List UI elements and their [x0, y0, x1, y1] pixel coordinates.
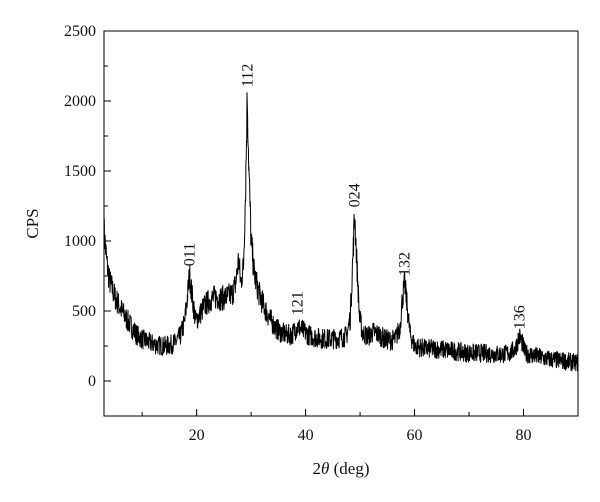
y-tick-label: 1500 — [64, 163, 96, 180]
peak-label: 024 — [347, 183, 364, 207]
axis-ticks — [104, 30, 579, 417]
peak-label: 132 — [397, 252, 414, 276]
y-tick-label: 0 — [88, 373, 96, 390]
y-tick-label: 500 — [72, 303, 96, 320]
tick-labels: 0 500 1000 1500 2000 2500 20 40 60 80 — [64, 23, 532, 444]
plot-frame — [103, 30, 579, 417]
series-line — [103, 92, 579, 372]
x-tick-label: 60 — [407, 427, 423, 444]
x-tick-label: 20 — [189, 427, 205, 444]
y-axis-title: CPS — [23, 208, 42, 238]
peak-label: 011 — [182, 243, 199, 266]
x-tick-label: 80 — [516, 427, 532, 444]
peak-label: 136 — [512, 305, 529, 329]
y-tick-label: 2500 — [64, 23, 96, 40]
x-axis-title-symbol: θ — [321, 459, 329, 478]
y-tick-label: 1000 — [64, 233, 96, 250]
x-axis-title-prefix: 2 — [313, 459, 322, 478]
peak-label: 112 — [239, 64, 256, 87]
y-tick-label: 2000 — [64, 93, 96, 110]
x-axis-title-suffix: (deg) — [329, 459, 369, 478]
peak-label: 121 — [289, 291, 306, 315]
x-tick-label: 40 — [298, 427, 314, 444]
x-axis-title: 2θ (deg) — [313, 459, 370, 478]
peak-annotations: 011 112 121 024 132 136 — [182, 64, 529, 330]
